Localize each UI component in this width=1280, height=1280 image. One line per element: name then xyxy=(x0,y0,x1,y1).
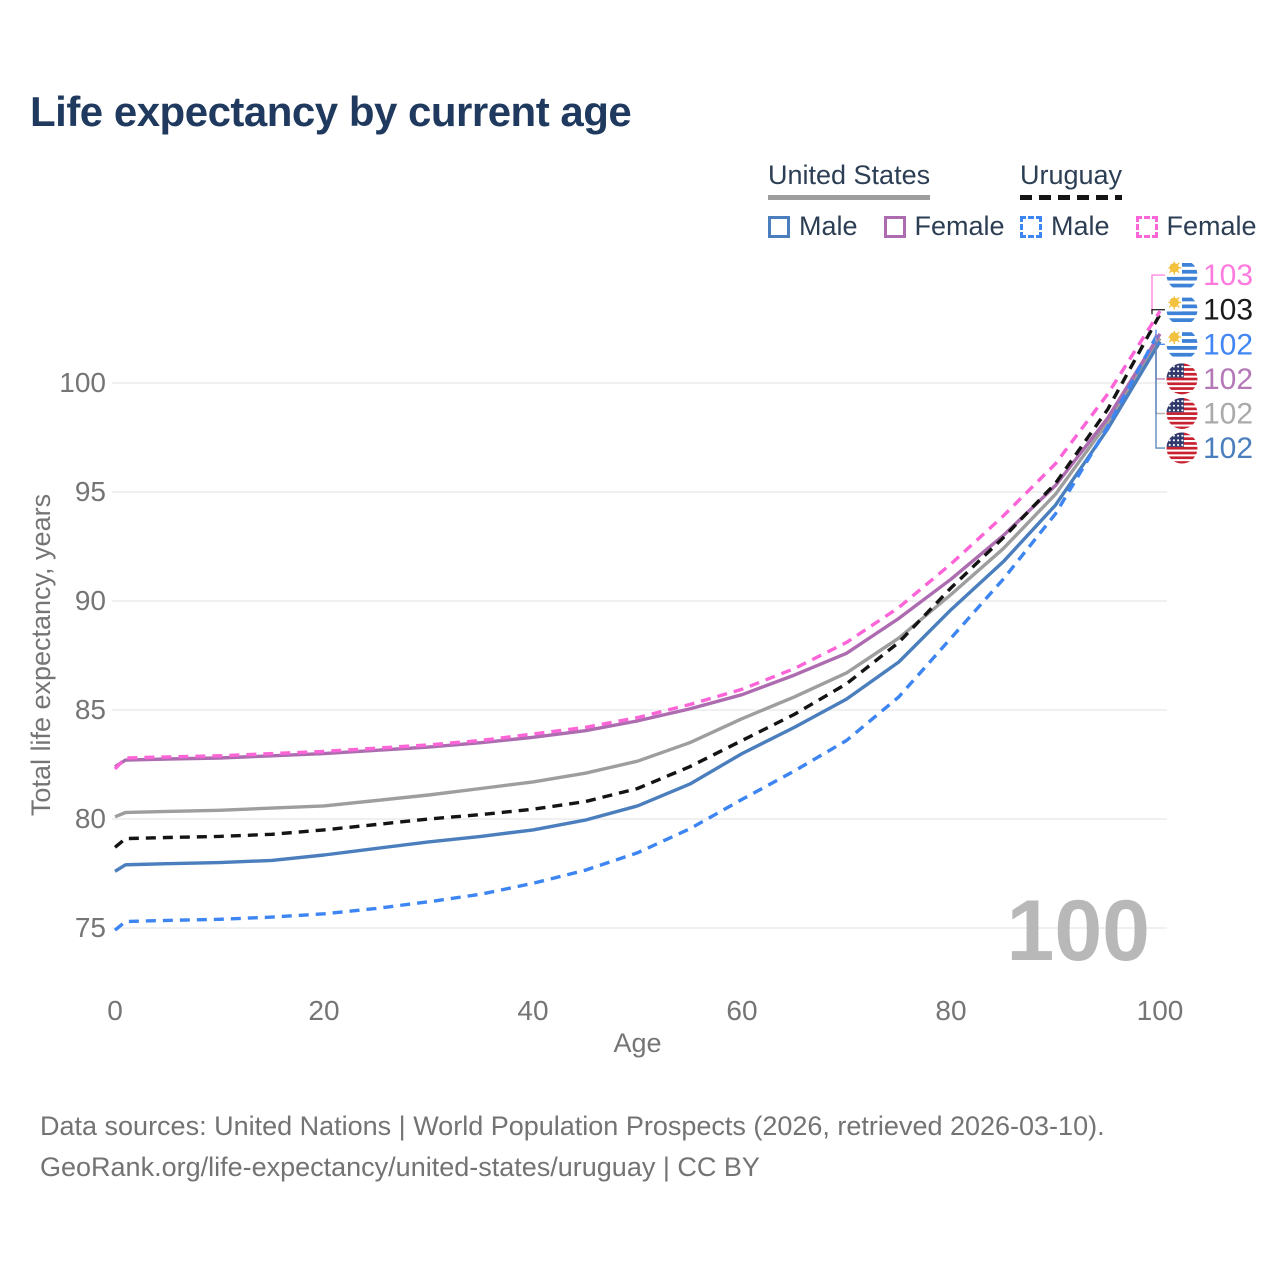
end-label-leader xyxy=(1155,341,1165,449)
y-tick-label-95: 95 xyxy=(75,476,106,507)
legend-items-united-states: Male Female xyxy=(768,211,1005,242)
current-age-watermark: 100 xyxy=(1007,883,1151,979)
page-title: Life expectancy by current age xyxy=(30,88,632,135)
x-tick-label-60: 60 xyxy=(726,995,757,1026)
series-line-uruguay-female xyxy=(113,310,1162,771)
y-tick-label-75: 75 xyxy=(75,912,106,943)
chart-footer: Data sources: United Nations | World Pop… xyxy=(40,1106,1105,1188)
legend-item-us-female[interactable]: Female xyxy=(883,211,1005,242)
legend: United States Male Female Uruguay xyxy=(0,160,1280,255)
x-tick-label-0: 0 xyxy=(107,995,123,1026)
legend-item-uy-male[interactable]: Male xyxy=(1020,211,1110,242)
uy-female-swatch-icon xyxy=(1135,215,1158,238)
end-label-leader xyxy=(1151,309,1165,315)
legend-group-label: United States xyxy=(768,160,931,190)
y-axis-title: Total life expectancy, years xyxy=(26,494,56,816)
uruguay-flag-icon xyxy=(1166,328,1198,360)
legend-items-uruguay: Male Female xyxy=(1020,211,1257,242)
end-label-value-united-states-male: 102 xyxy=(1203,432,1253,465)
x-axis-title: Age xyxy=(613,1028,661,1058)
attribution-line: GeoRank.org/life-expectancy/united-state… xyxy=(40,1152,760,1182)
legend-underline-united-states xyxy=(768,195,931,200)
us-male-swatch-icon xyxy=(768,215,790,238)
legend-underline-uruguay xyxy=(1020,195,1123,200)
legend-item-label: Male xyxy=(799,211,858,241)
us-female-swatch-icon xyxy=(883,215,906,238)
end-label-leader xyxy=(1155,338,1165,415)
series-line-uruguay-male xyxy=(113,328,1162,932)
x-tick-label-40: 40 xyxy=(517,995,548,1026)
y-tick-label-100: 100 xyxy=(59,367,106,398)
y-tick-label-85: 85 xyxy=(75,694,106,725)
y-tick-label-90: 90 xyxy=(75,585,106,616)
legend-item-label: Female xyxy=(1166,211,1257,241)
legend-group-united-states: United States Male Female xyxy=(768,160,1005,242)
legend-item-label: Male xyxy=(1051,211,1110,241)
us-flag-icon xyxy=(1166,397,1198,429)
x-tick-label-20: 20 xyxy=(308,995,339,1026)
end-label-leader xyxy=(1151,274,1165,312)
end-label-value-united-states-female: 102 xyxy=(1203,363,1253,396)
legend-item-us-male[interactable]: Male xyxy=(768,211,858,242)
uy-male-swatch-icon xyxy=(1020,215,1042,238)
series-line-united-states xyxy=(114,337,1162,819)
us-flag-icon xyxy=(1166,363,1198,395)
legend-group-uruguay: Uruguay Male Female xyxy=(1020,160,1257,242)
end-label-value-uruguay-female: 103 xyxy=(1203,259,1253,292)
x-tick-label-80: 80 xyxy=(935,995,966,1026)
end-label-value-united-states: 102 xyxy=(1203,397,1253,430)
data-source-line: Data sources: United Nations | World Pop… xyxy=(40,1111,1105,1141)
legend-group-title-united-states: United States xyxy=(768,160,931,200)
legend-item-label: Female xyxy=(914,211,1005,241)
end-label-value-uruguay: 103 xyxy=(1203,294,1253,327)
series-line-uruguay xyxy=(113,313,1162,849)
series-line-united-states-male xyxy=(114,340,1162,873)
legend-group-label: Uruguay xyxy=(1020,160,1123,190)
x-tick-label-100: 100 xyxy=(1137,995,1184,1026)
uruguay-flag-icon xyxy=(1166,294,1198,326)
end-label-value-uruguay-male: 102 xyxy=(1203,328,1253,361)
legend-group-title-uruguay: Uruguay xyxy=(1020,160,1123,200)
us-flag-icon xyxy=(1166,432,1198,464)
series-line-united-states-female xyxy=(114,333,1162,769)
y-tick-label-80: 80 xyxy=(75,803,106,834)
uruguay-flag-icon xyxy=(1166,259,1198,291)
legend-item-uy-female[interactable]: Female xyxy=(1135,211,1257,242)
